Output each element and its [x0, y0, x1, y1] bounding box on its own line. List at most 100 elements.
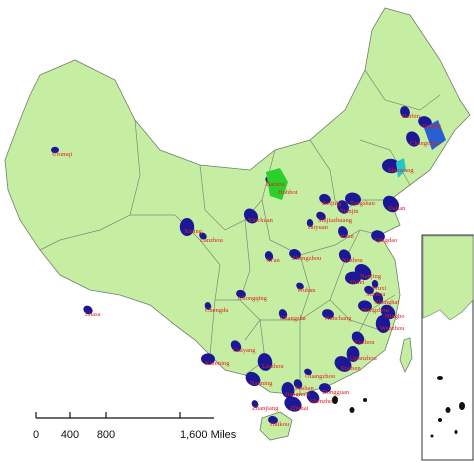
urban-area [304, 368, 312, 376]
island [454, 430, 458, 434]
urban-area [306, 390, 320, 404]
city-label: Harbin [402, 113, 421, 120]
island [438, 418, 442, 422]
border [261, 199, 381, 256]
city-label: Guiyang [233, 347, 256, 354]
island [437, 376, 443, 380]
urban-area [371, 230, 385, 242]
city-label: Zhanjiang [252, 405, 279, 412]
urban-area [351, 331, 365, 345]
island [459, 402, 465, 410]
scale-labels: 0 400 800 1,600 Miles [33, 412, 237, 441]
inset-islands [430, 376, 465, 438]
urban-area [278, 309, 288, 319]
urban-area [345, 192, 361, 206]
urban-area [337, 200, 349, 214]
urban-areas [51, 106, 446, 425]
city-label: Nanjing [360, 273, 382, 280]
border [359, 139, 411, 186]
city-label: Fuzhou [355, 339, 375, 346]
city-label: Xuzhou [342, 257, 363, 264]
city-label: Nanning [250, 380, 273, 387]
scale-label: 1,600 Miles [180, 429, 237, 441]
urban-area [243, 208, 259, 224]
taiwan [399, 337, 413, 373]
city-label: Xiamen [340, 365, 361, 372]
province-borders [39, 69, 441, 395]
urban-area [264, 251, 274, 261]
city-label: Daqing [422, 123, 442, 130]
city-label: Wenzhou [380, 325, 405, 332]
highlight-area [266, 168, 288, 200]
urban-area [319, 193, 331, 205]
urban-area [319, 383, 331, 393]
urban-area [371, 280, 379, 288]
border [130, 214, 221, 356]
urban-area [201, 353, 215, 365]
urban-area [372, 292, 384, 304]
island [332, 396, 338, 404]
city-label: Changchun [410, 140, 440, 147]
city-label: Quanzhou [350, 355, 377, 362]
scale-label: 800 [97, 429, 115, 441]
city-label: Tianjin [340, 208, 359, 215]
urban-area [251, 400, 259, 408]
urban-area [334, 356, 352, 372]
urban-area [338, 249, 352, 263]
city-label: Qingdao [375, 237, 397, 244]
city-label: Zhengzhou [292, 255, 322, 262]
urban-area [281, 382, 295, 398]
city-label: Hangzhou [362, 307, 389, 314]
city-label: Changsha [280, 315, 306, 322]
city-label: Chongqing [238, 295, 268, 302]
island [445, 407, 451, 413]
city-label: Xining [184, 228, 203, 235]
city-label: Wuxi [372, 285, 386, 292]
city-label: Lhasa [85, 311, 101, 318]
urban-area [418, 116, 432, 128]
border [199, 149, 276, 231]
highlight-area [396, 158, 406, 178]
mainland [4, 7, 471, 396]
urban-area [382, 195, 400, 213]
urban-area [51, 146, 59, 154]
city-label: Dalian [388, 205, 406, 212]
inset [421, 234, 474, 461]
urban-area [382, 158, 400, 174]
city-label: Liuzhou [262, 363, 284, 370]
city-label: Haikou [270, 421, 290, 428]
urban-area [230, 340, 242, 352]
urban-area [268, 415, 278, 425]
urban-area [338, 226, 348, 238]
city-label: Shijiazhuang [318, 217, 353, 224]
border [239, 219, 381, 331]
urban-area [284, 396, 302, 412]
city-label: Beijing [322, 200, 342, 207]
urban-area [375, 315, 391, 333]
urban-area [245, 371, 261, 387]
city-label: Chengdu [205, 307, 229, 314]
urban-area [199, 232, 207, 240]
city-label: Lanzhou [200, 237, 223, 244]
urban-area [293, 379, 303, 389]
city-label: Hefei [350, 279, 365, 286]
hainan [259, 411, 293, 441]
city-label: Foshan [295, 385, 315, 392]
urban-area [236, 289, 246, 299]
urban-area [322, 309, 334, 319]
city-label: Taiyuan [307, 224, 329, 231]
city-label: Hohhot [278, 189, 298, 196]
urban-area [296, 282, 304, 290]
scale-label: 400 [61, 429, 79, 441]
island [430, 434, 434, 438]
city-label: Wuhan [297, 287, 316, 294]
border [244, 319, 266, 376]
city-label: Tangshan [350, 200, 376, 207]
scale-label: 0 [33, 429, 39, 441]
city-label: Suzhou [366, 291, 386, 298]
land [4, 7, 471, 441]
city-label: Shenyang [388, 167, 414, 174]
urban-area [316, 211, 326, 221]
